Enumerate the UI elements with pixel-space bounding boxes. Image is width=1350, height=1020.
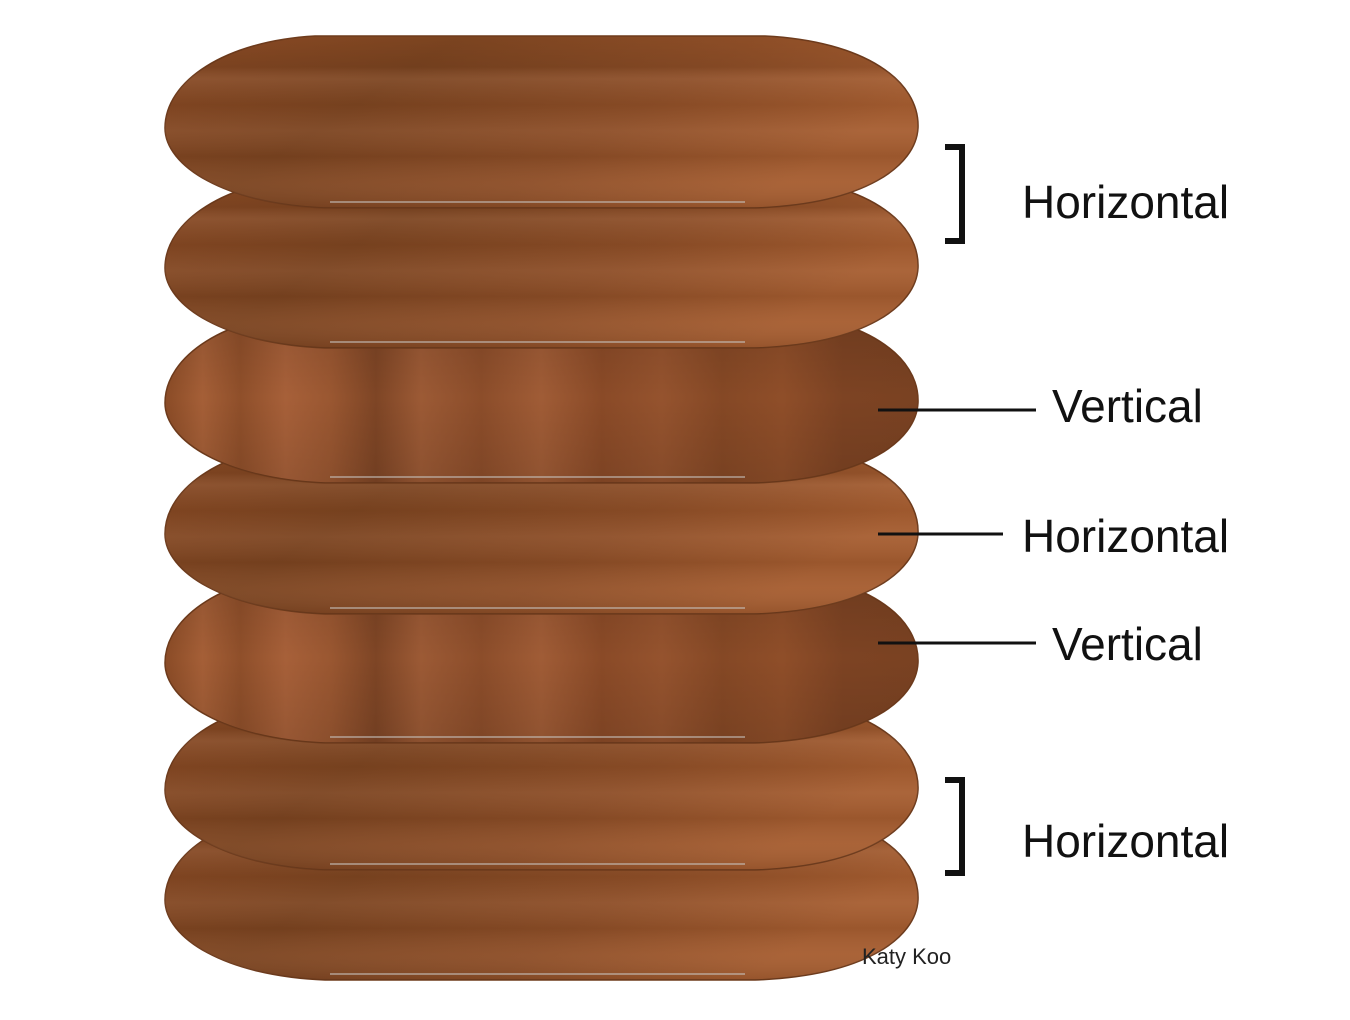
grain-annotations: Horizontal Vertical Horizontal Vertical … <box>862 144 1229 969</box>
layer-grain-shading <box>165 176 919 348</box>
wood-layer-stack <box>164 35 919 981</box>
wood-layer-2-horizontal <box>164 175 919 349</box>
layer-grain-shading <box>165 36 919 208</box>
layer-grain-shading <box>165 442 919 614</box>
wood-layer-4-horizontal <box>164 441 919 615</box>
wood-layer-3-vertical <box>164 310 919 484</box>
bracket-top <box>945 144 965 244</box>
bracket-bottom <box>945 777 965 876</box>
author-credit: Katy Koo <box>862 944 951 969</box>
label-vertical-2: Vertical <box>1052 618 1203 670</box>
layer-grain-shading <box>165 311 919 483</box>
label-vertical-1: Vertical <box>1052 380 1203 432</box>
label-horizontal-top: Horizontal <box>1022 176 1229 228</box>
label-horizontal-bottom: Horizontal <box>1022 815 1229 867</box>
label-horizontal-middle: Horizontal <box>1022 510 1229 562</box>
wood-layer-1-horizontal <box>164 35 919 209</box>
